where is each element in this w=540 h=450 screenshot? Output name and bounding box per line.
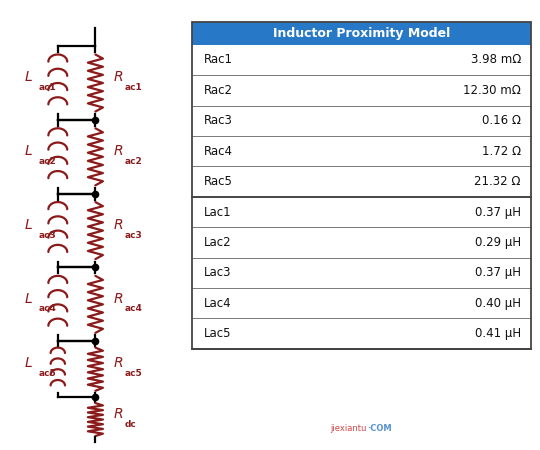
Text: ac4: ac4 bbox=[125, 304, 143, 313]
Text: $R$: $R$ bbox=[113, 356, 123, 370]
Text: $R$: $R$ bbox=[113, 407, 123, 421]
Text: ac5: ac5 bbox=[125, 369, 143, 378]
Text: Rac5: Rac5 bbox=[204, 175, 233, 188]
Text: Lac5: Lac5 bbox=[204, 327, 232, 340]
Text: ac2: ac2 bbox=[125, 157, 143, 166]
Text: Lac4: Lac4 bbox=[204, 297, 232, 310]
Text: $L$: $L$ bbox=[24, 70, 33, 84]
Text: $L$: $L$ bbox=[24, 292, 33, 306]
Bar bbox=[192, 22, 531, 45]
Text: ac1: ac1 bbox=[39, 83, 57, 92]
Text: Lac2: Lac2 bbox=[204, 236, 232, 249]
Text: ac3: ac3 bbox=[39, 230, 57, 239]
Text: $L$: $L$ bbox=[24, 218, 33, 232]
Text: $R$: $R$ bbox=[113, 292, 123, 306]
Text: jiexiantu: jiexiantu bbox=[330, 424, 367, 433]
Text: 0.37 μH: 0.37 μH bbox=[475, 206, 521, 219]
Text: Rac1: Rac1 bbox=[204, 54, 233, 67]
Text: 3.98 mΩ: 3.98 mΩ bbox=[470, 54, 521, 67]
Text: Rac4: Rac4 bbox=[204, 145, 233, 158]
Text: Rac2: Rac2 bbox=[204, 84, 233, 97]
Text: $R$: $R$ bbox=[113, 144, 123, 158]
Text: 21.32 Ω: 21.32 Ω bbox=[474, 175, 521, 188]
Text: ac5: ac5 bbox=[39, 369, 57, 378]
Text: 1.72 Ω: 1.72 Ω bbox=[482, 145, 521, 158]
Text: Lac3: Lac3 bbox=[204, 266, 232, 279]
Text: 0.41 μH: 0.41 μH bbox=[475, 327, 521, 340]
Text: 12.30 mΩ: 12.30 mΩ bbox=[463, 84, 521, 97]
Text: ·COM: ·COM bbox=[367, 424, 392, 433]
Text: 0.16 Ω: 0.16 Ω bbox=[482, 114, 521, 127]
Text: Lac1: Lac1 bbox=[204, 206, 232, 219]
Text: Inductor Proximity Model: Inductor Proximity Model bbox=[273, 27, 450, 40]
Text: $R$: $R$ bbox=[113, 218, 123, 232]
Text: ac2: ac2 bbox=[39, 157, 57, 166]
Bar bbox=[192, 22, 531, 349]
Text: ac1: ac1 bbox=[125, 83, 143, 92]
Text: $L$: $L$ bbox=[24, 144, 33, 158]
Text: dc: dc bbox=[125, 419, 137, 428]
Text: Rac3: Rac3 bbox=[204, 114, 233, 127]
Text: $L$: $L$ bbox=[24, 356, 33, 370]
Text: ac3: ac3 bbox=[125, 230, 143, 239]
Text: $R$: $R$ bbox=[113, 70, 123, 84]
Text: 0.40 μH: 0.40 μH bbox=[475, 297, 521, 310]
Text: ac4: ac4 bbox=[39, 304, 57, 313]
Text: 0.29 μH: 0.29 μH bbox=[475, 236, 521, 249]
Bar bbox=[192, 22, 531, 349]
Text: 0.37 μH: 0.37 μH bbox=[475, 266, 521, 279]
